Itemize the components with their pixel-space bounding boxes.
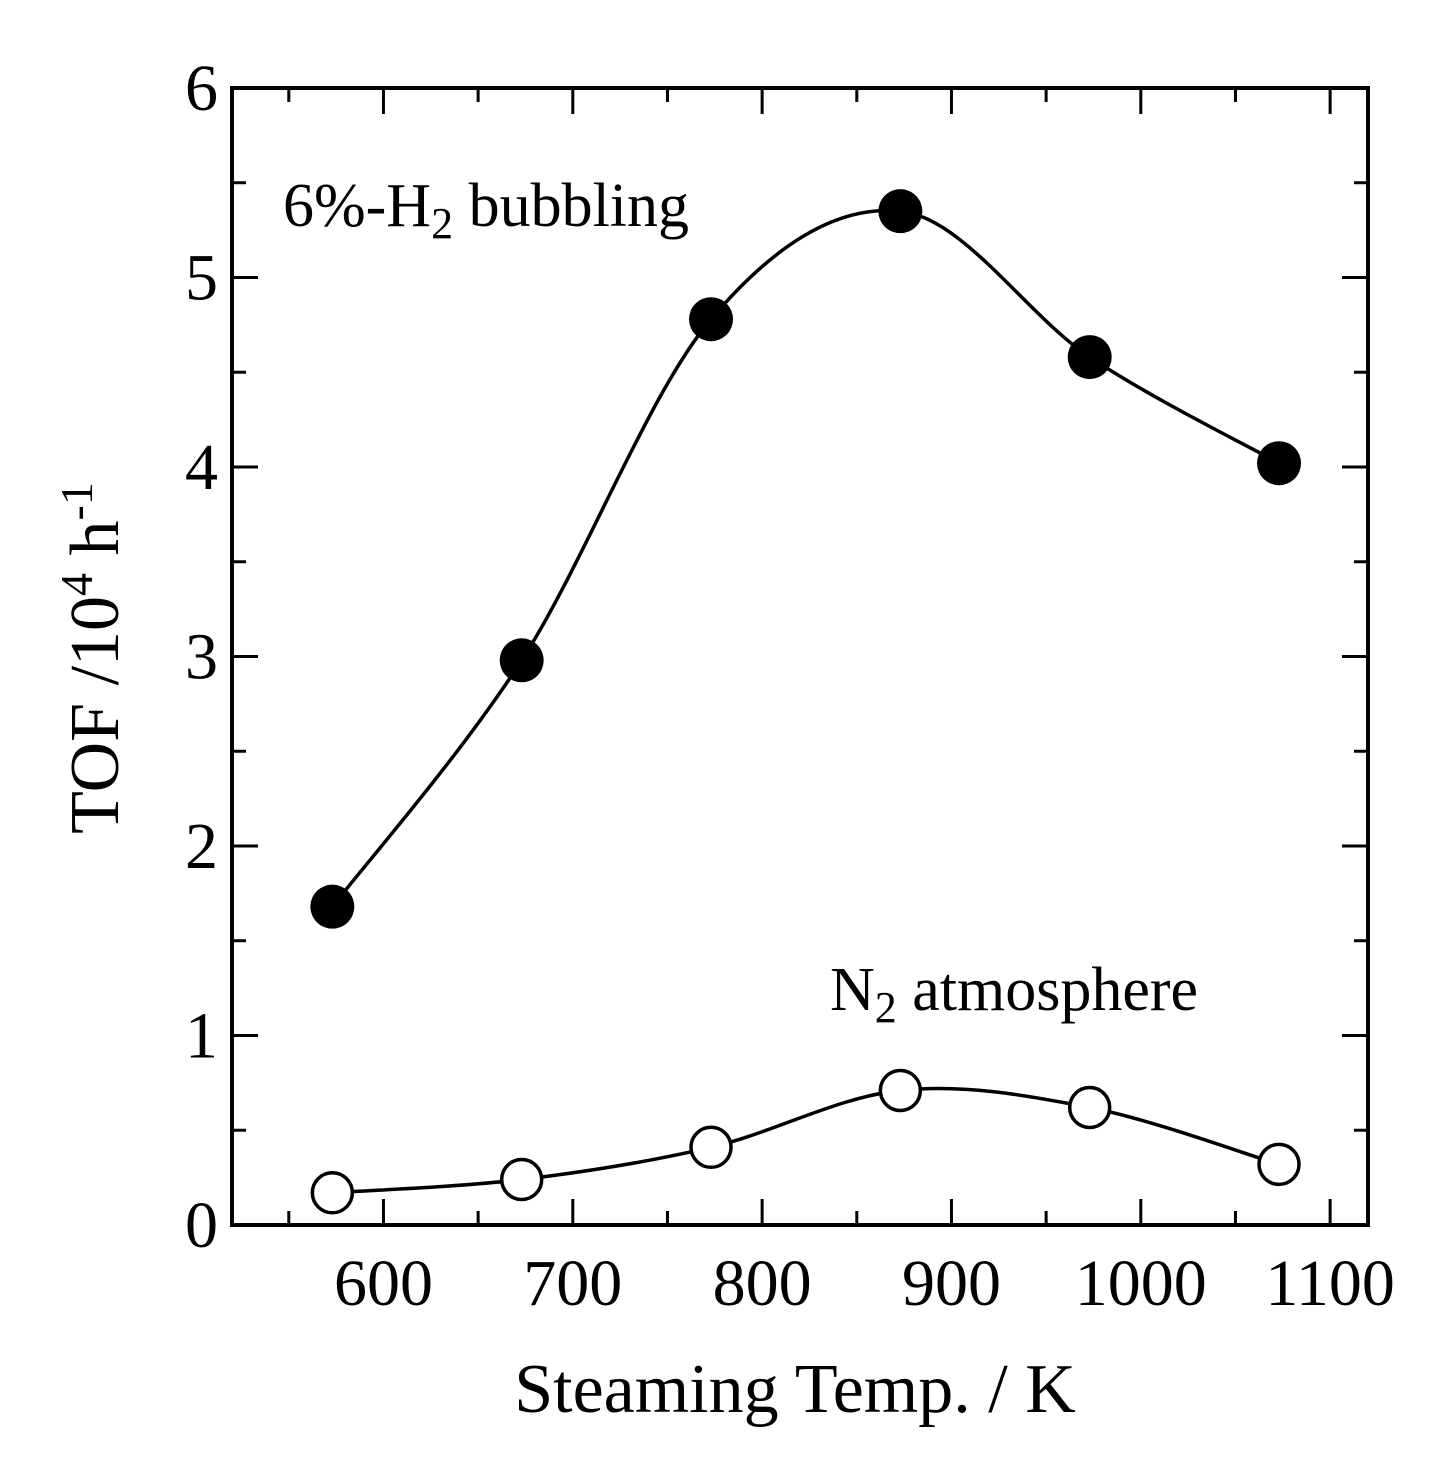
data-point-open xyxy=(1257,1142,1301,1187)
y-axis-label: TOF /104 h-1 xyxy=(51,482,134,834)
y-tick-label: 2 xyxy=(185,810,218,883)
x-tick-label: 700 xyxy=(523,1247,622,1320)
y-tick-label: 3 xyxy=(185,621,218,694)
y-tick-label: 1 xyxy=(185,1000,218,1073)
n2-series-annotation: N2 atmosphere xyxy=(830,956,1198,1032)
data-point-filled xyxy=(310,884,355,929)
y-tick-label: 0 xyxy=(185,1189,218,1262)
data-point-filled xyxy=(499,638,544,683)
x-tick-label: 800 xyxy=(713,1247,812,1320)
axis-ticks xyxy=(232,86,1368,1227)
tick-labels: 600 700 800 900 1000 1100 0 1 2 3 4 5 6 xyxy=(185,52,1395,1320)
x-axis-label: Steaming Temp. / K xyxy=(514,1351,1076,1428)
x-tick-label: 600 xyxy=(334,1247,433,1320)
x-tick-label: 1000 xyxy=(1075,1247,1207,1320)
y-axis-label-main: TOF /10 xyxy=(57,596,134,834)
y-tick-label: 6 xyxy=(185,52,218,125)
data-point-filled xyxy=(878,189,923,234)
data-point-open xyxy=(1067,1085,1112,1130)
plot-frame xyxy=(230,86,1370,1227)
x-tick-label: 900 xyxy=(902,1247,1001,1320)
x-tick-label: 1100 xyxy=(1265,1247,1395,1320)
data-point-open xyxy=(310,1171,355,1215)
y-tick-label: 5 xyxy=(185,242,218,315)
y-axis-label-unit-exp: -1 xyxy=(51,482,102,520)
data-point-open xyxy=(689,1125,733,1170)
h2-series-annotation: 6%-H2 bubbling xyxy=(283,172,689,248)
data-point-open xyxy=(878,1068,923,1113)
y-axis-label-unit: h xyxy=(57,520,134,573)
data-point-open xyxy=(499,1157,544,1202)
y-tick-label: 4 xyxy=(185,431,218,504)
data-point-filled xyxy=(689,297,734,342)
data-point-filled xyxy=(1257,441,1302,486)
data-point-filled xyxy=(1067,335,1112,380)
fit-curves xyxy=(330,208,1280,1195)
data-points xyxy=(310,189,1302,1215)
series-curve-1 xyxy=(332,1086,1280,1195)
series-curve-0 xyxy=(330,208,1280,908)
y-axis-label-exp: 4 xyxy=(51,573,102,596)
